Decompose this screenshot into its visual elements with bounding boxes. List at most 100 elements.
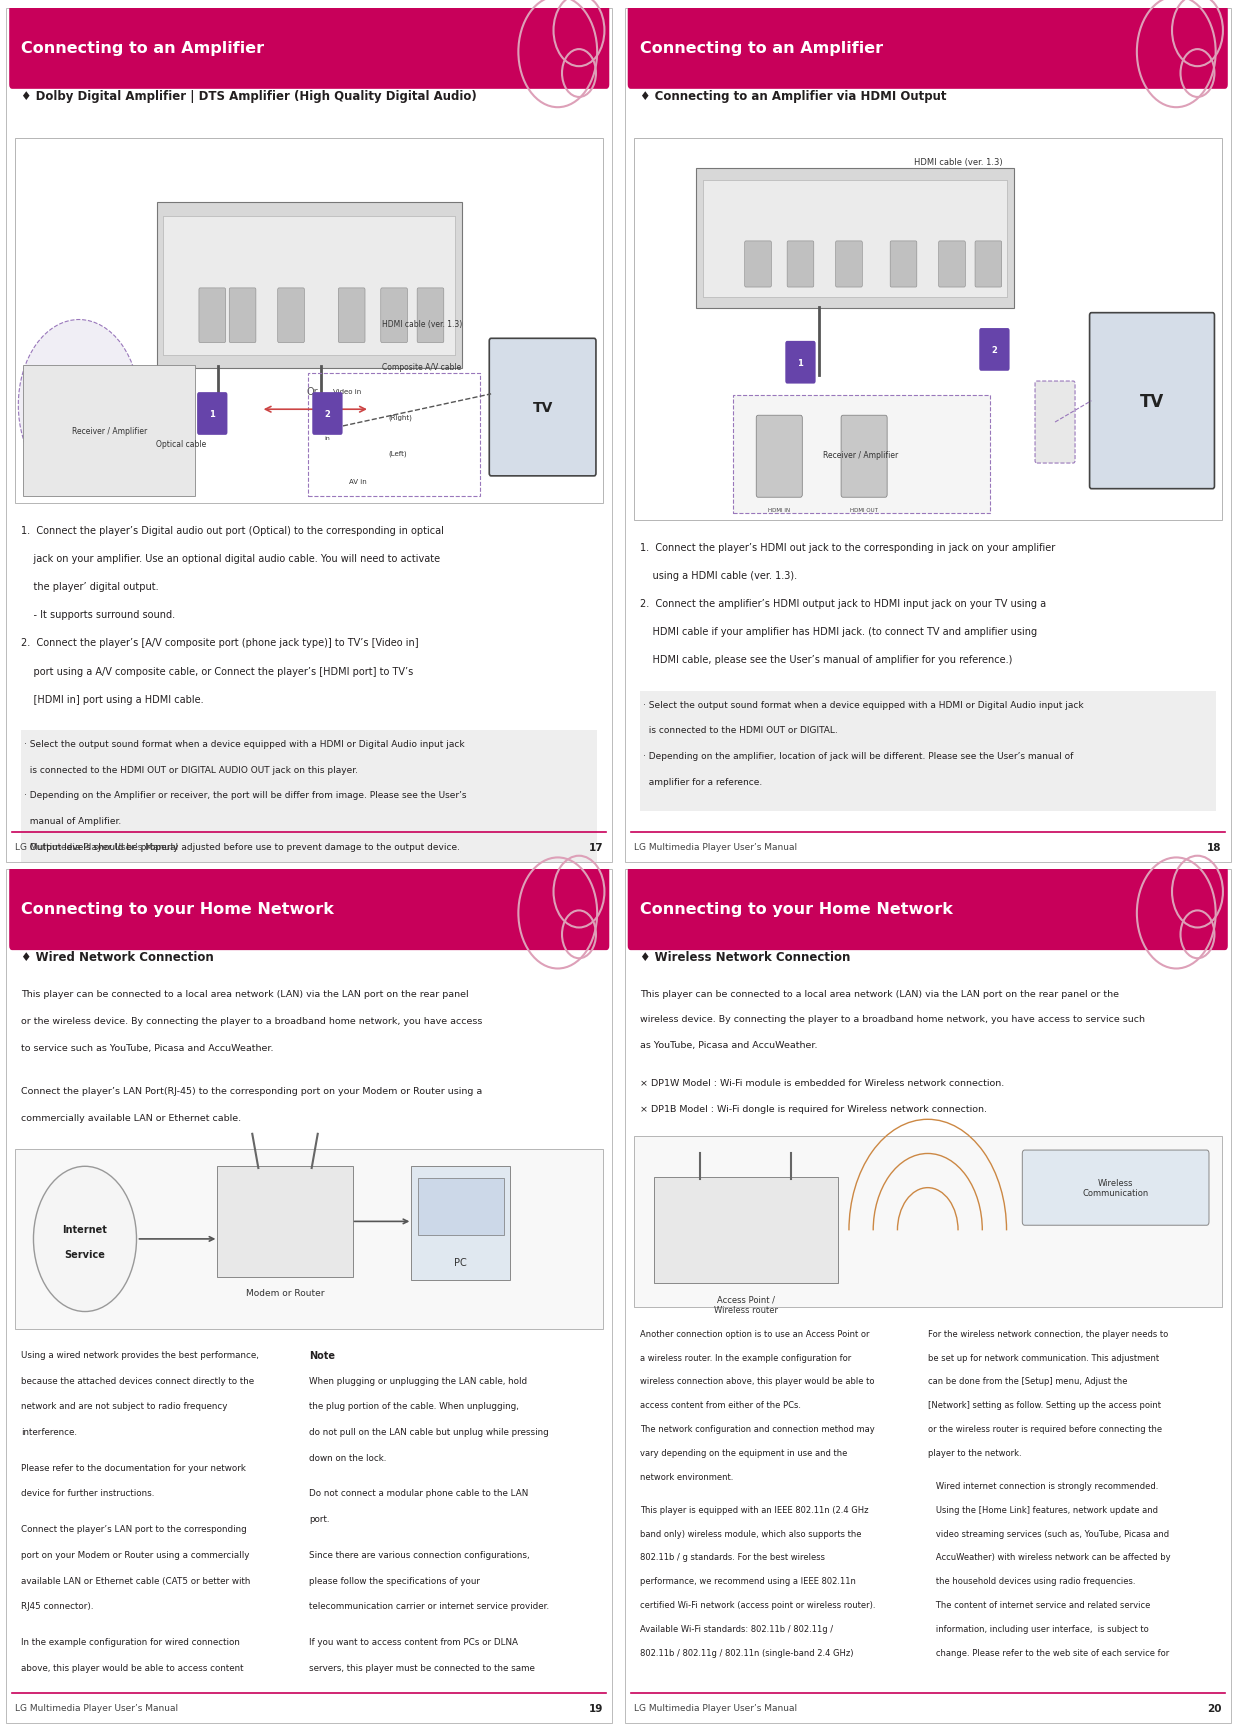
Text: RJ45 connector).: RJ45 connector). <box>21 1602 94 1611</box>
Text: 802.11b / 802.11g / 802.11n (single-band 2.4 GHz): 802.11b / 802.11g / 802.11n (single-band… <box>640 1649 854 1658</box>
Text: In the example configuration for wired connection: In the example configuration for wired c… <box>21 1637 240 1645</box>
Text: PC: PC <box>454 1257 468 1268</box>
Text: Please refer to the documentation for your network: Please refer to the documentation for yo… <box>21 1464 246 1472</box>
Text: Modem or Router: Modem or Router <box>246 1289 324 1297</box>
Text: ♦ Connecting to an Amplifier via HDMI Output: ♦ Connecting to an Amplifier via HDMI Ou… <box>640 90 946 102</box>
Text: available LAN or Ethernet cable (CAT5 or better with: available LAN or Ethernet cable (CAT5 or… <box>21 1576 251 1585</box>
FancyBboxPatch shape <box>418 1178 503 1235</box>
FancyBboxPatch shape <box>732 395 990 514</box>
Text: Service: Service <box>64 1249 105 1259</box>
Text: Since there are various connection configurations,: Since there are various connection confi… <box>309 1550 529 1559</box>
FancyBboxPatch shape <box>15 1150 604 1328</box>
Text: 2: 2 <box>992 346 997 355</box>
FancyBboxPatch shape <box>696 170 1014 310</box>
Text: manual of Amplifier.: manual of Amplifier. <box>25 816 121 826</box>
FancyBboxPatch shape <box>9 868 610 951</box>
Text: · Depending on the amplifier, location of jack will be different. Please see the: · Depending on the amplifier, location o… <box>643 752 1074 760</box>
Text: AccuWeather) with wireless network can be affected by: AccuWeather) with wireless network can b… <box>928 1552 1170 1562</box>
FancyBboxPatch shape <box>229 289 256 343</box>
Text: please follow the specifications of your: please follow the specifications of your <box>309 1576 480 1585</box>
Text: vary depending on the equipment in use and the: vary depending on the equipment in use a… <box>640 1448 847 1457</box>
Text: 20: 20 <box>1207 1703 1222 1713</box>
Text: For the wireless network connection, the player needs to: For the wireless network connection, the… <box>928 1328 1168 1337</box>
FancyBboxPatch shape <box>633 1136 1222 1308</box>
Text: [HDMI in] port using a HDMI cable.: [HDMI in] port using a HDMI cable. <box>21 695 204 705</box>
Text: band only) wireless module, which also supports the: band only) wireless module, which also s… <box>640 1529 861 1538</box>
FancyBboxPatch shape <box>627 868 1228 951</box>
Text: Receiver / Amplifier: Receiver / Amplifier <box>824 450 899 459</box>
Text: The content of internet service and related service: The content of internet service and rela… <box>928 1600 1150 1609</box>
Text: 2.  Connect the player’s [A/V composite port (phone jack type)] to TV’s [Video i: 2. Connect the player’s [A/V composite p… <box>21 637 419 648</box>
Text: be set up for network communication. This adjustment: be set up for network communication. Thi… <box>928 1353 1159 1361</box>
FancyBboxPatch shape <box>278 289 304 343</box>
Text: Connect the player’s LAN Port(RJ-45) to the corresponding port on your Modem or : Connect the player’s LAN Port(RJ-45) to … <box>21 1086 482 1095</box>
Text: 19: 19 <box>589 1703 604 1713</box>
FancyBboxPatch shape <box>339 289 365 343</box>
FancyBboxPatch shape <box>785 341 815 385</box>
FancyBboxPatch shape <box>633 139 1222 521</box>
Text: servers, this player must be connected to the same: servers, this player must be connected t… <box>309 1663 536 1671</box>
Text: to service such as YouTube, Picasa and AccuWeather.: to service such as YouTube, Picasa and A… <box>21 1044 273 1053</box>
Text: HDMI cable (ver. 1.3): HDMI cable (ver. 1.3) <box>914 158 1002 166</box>
Text: 1: 1 <box>209 410 215 419</box>
FancyBboxPatch shape <box>975 242 1002 288</box>
FancyBboxPatch shape <box>939 242 965 288</box>
Text: HDMI OUT: HDMI OUT <box>850 507 878 513</box>
FancyBboxPatch shape <box>199 289 225 343</box>
Text: because the attached devices connect directly to the: because the attached devices connect dir… <box>21 1375 255 1386</box>
Text: This player can be connected to a local area network (LAN) via the LAN port on t: This player can be connected to a local … <box>21 989 469 998</box>
Text: is connected to the HDMI OUT or DIGITAL.: is connected to the HDMI OUT or DIGITAL. <box>643 726 837 734</box>
Text: access content from either of the PCs.: access content from either of the PCs. <box>640 1401 800 1410</box>
Text: If you want to access content from PCs or DLNA: If you want to access content from PCs o… <box>309 1637 518 1645</box>
FancyBboxPatch shape <box>157 203 461 369</box>
Text: Connecting to an Amplifier: Connecting to an Amplifier <box>21 42 265 55</box>
Text: wireless device. By connecting the player to a broadband home network, you have : wireless device. By connecting the playe… <box>640 1015 1144 1024</box>
Text: 1: 1 <box>798 359 803 367</box>
FancyBboxPatch shape <box>1035 381 1075 464</box>
FancyBboxPatch shape <box>836 242 862 288</box>
Text: ♦ Wireless Network Connection: ♦ Wireless Network Connection <box>640 951 850 963</box>
Text: Composite A/V cable: Composite A/V cable <box>382 362 461 372</box>
Text: 1.  Connect the player’s Digital audio out port (Optical) to the corresponding i: 1. Connect the player’s Digital audio ou… <box>21 525 444 535</box>
Text: amplifier for a reference.: amplifier for a reference. <box>643 778 762 786</box>
Text: 2: 2 <box>324 410 330 419</box>
Text: TV: TV <box>532 400 553 416</box>
FancyBboxPatch shape <box>1090 313 1215 490</box>
Text: Or: Or <box>307 388 318 397</box>
Text: interference.: interference. <box>21 1427 78 1436</box>
FancyBboxPatch shape <box>9 7 610 90</box>
FancyBboxPatch shape <box>490 339 596 476</box>
Text: device for further instructions.: device for further instructions. <box>21 1488 155 1498</box>
FancyBboxPatch shape <box>15 139 604 504</box>
Text: · Select the output sound format when a device equipped with a HDMI or Digital A: · Select the output sound format when a … <box>643 700 1084 710</box>
FancyBboxPatch shape <box>787 242 814 288</box>
FancyBboxPatch shape <box>627 7 1228 90</box>
Text: port using a A/V composite cable, or Connect the player’s [HDMI port] to TV’s: port using a A/V composite cable, or Con… <box>21 667 413 675</box>
FancyBboxPatch shape <box>891 242 917 288</box>
Text: × DP1B Model : Wi-Fi dongle is required for Wireless network connection.: × DP1B Model : Wi-Fi dongle is required … <box>640 1105 987 1114</box>
Text: - It supports surround sound.: - It supports surround sound. <box>21 610 176 620</box>
Text: Using the [Home Link] features, network update and: Using the [Home Link] features, network … <box>928 1505 1158 1514</box>
Text: Receiver / Amplifier: Receiver / Amplifier <box>72 426 147 436</box>
Text: LG Multimedia Player User’s Manual: LG Multimedia Player User’s Manual <box>633 1704 797 1713</box>
FancyBboxPatch shape <box>197 393 228 436</box>
Text: can be done from the [Setup] menu, Adjust the: can be done from the [Setup] menu, Adjus… <box>928 1377 1127 1386</box>
Text: LG Multimedia Player User’s Manual: LG Multimedia Player User’s Manual <box>15 843 178 852</box>
Text: Connecting to your Home Network: Connecting to your Home Network <box>640 902 952 916</box>
Text: 18: 18 <box>1207 842 1222 852</box>
Text: Connect the player’s LAN port to the corresponding: Connect the player’s LAN port to the cor… <box>21 1524 247 1533</box>
Text: S-Video
in: S-Video in <box>315 430 339 442</box>
Text: LG Multimedia Player User’s Manual: LG Multimedia Player User’s Manual <box>633 843 797 852</box>
Text: Using a wired network provides the best performance,: Using a wired network provides the best … <box>21 1351 260 1360</box>
FancyBboxPatch shape <box>6 9 612 863</box>
FancyBboxPatch shape <box>625 9 1231 863</box>
Text: HDMI cable, please see the User’s manual of amplifier for you reference.): HDMI cable, please see the User’s manual… <box>640 655 1012 665</box>
Text: above, this player would be able to access content: above, this player would be able to acce… <box>21 1663 244 1671</box>
Text: as YouTube, Picasa and AccuWeather.: as YouTube, Picasa and AccuWeather. <box>640 1041 818 1050</box>
Text: performance, we recommend using a IEEE 802.11n: performance, we recommend using a IEEE 8… <box>640 1576 856 1585</box>
Text: a wireless router. In the example configuration for: a wireless router. In the example config… <box>640 1353 851 1361</box>
Text: Access Point /
Wireless router: Access Point / Wireless router <box>714 1296 778 1315</box>
Text: network environment.: network environment. <box>640 1472 734 1481</box>
Text: is connected to the HDMI OUT or DIGITAL AUDIO OUT jack on this player.: is connected to the HDMI OUT or DIGITAL … <box>25 766 359 774</box>
Text: down on the lock.: down on the lock. <box>309 1453 387 1462</box>
